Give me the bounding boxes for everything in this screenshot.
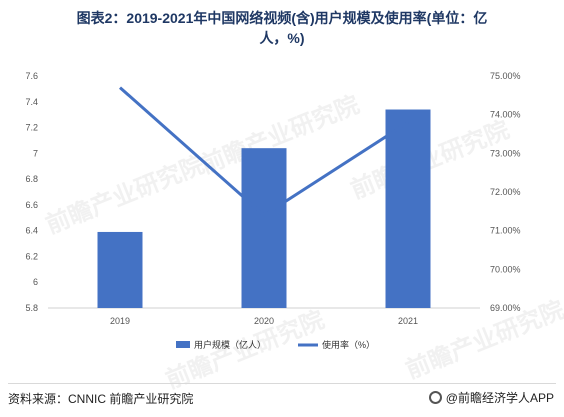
y-left-tick-label: 7.6 <box>25 71 38 81</box>
legend-line-label: 使用率（%） <box>322 339 375 350</box>
y-right-tick-label: 74.00% <box>490 110 521 120</box>
y-left-tick-label: 6.4 <box>25 226 38 236</box>
bar-2019 <box>97 231 143 308</box>
source-note: 资料来源：CNNIC 前瞻产业研究院 <box>8 392 194 406</box>
y-right-tick-label: 72.00% <box>490 187 521 197</box>
y-left-tick-label: 6.8 <box>25 174 38 184</box>
y-left-tick-label: 5.8 <box>25 303 38 313</box>
y-left-tick-label: 7 <box>33 148 38 158</box>
bar-2020 <box>241 148 287 308</box>
y-left-tick-label: 6 <box>33 277 38 287</box>
bar-2021 <box>385 109 431 308</box>
brand: @前瞻经济学人APP <box>428 389 554 406</box>
legend-bar-label: 用户规模（亿人） <box>194 339 266 350</box>
x-tick-label: 2019 <box>110 316 130 326</box>
legend-bar-swatch <box>176 341 190 348</box>
y-right-tick-label: 70.00% <box>490 264 521 274</box>
chart-title-line-1: 图表2：2019-2021年中国网络视频(含)用户规模及使用率(单位：亿 <box>76 10 488 26</box>
brand-logo-icon <box>428 391 442 404</box>
x-tick-label: 2021 <box>398 316 418 326</box>
y-left-tick-label: 7.4 <box>25 97 38 107</box>
brand-text: @前瞻经济学人APP <box>445 391 554 405</box>
footer-divider <box>8 383 556 384</box>
chart-title-line-2: 人，%) <box>259 30 305 46</box>
x-tick-label: 2020 <box>254 316 274 326</box>
y-left-tick-label: 6.2 <box>25 251 38 261</box>
y-right-tick-label: 73.00% <box>490 148 521 158</box>
y-left-tick-label: 7.2 <box>25 123 38 133</box>
y-left-tick-label: 6.6 <box>25 200 38 210</box>
y-right-tick-label: 69.00% <box>490 303 521 313</box>
y-right-tick-label: 75.00% <box>490 71 521 81</box>
y-right-tick-label: 71.00% <box>490 226 521 236</box>
chart-title: 图表2：2019-2021年中国网络视频(含)用户规模及使用率(单位：亿 人，%… <box>0 8 564 48</box>
